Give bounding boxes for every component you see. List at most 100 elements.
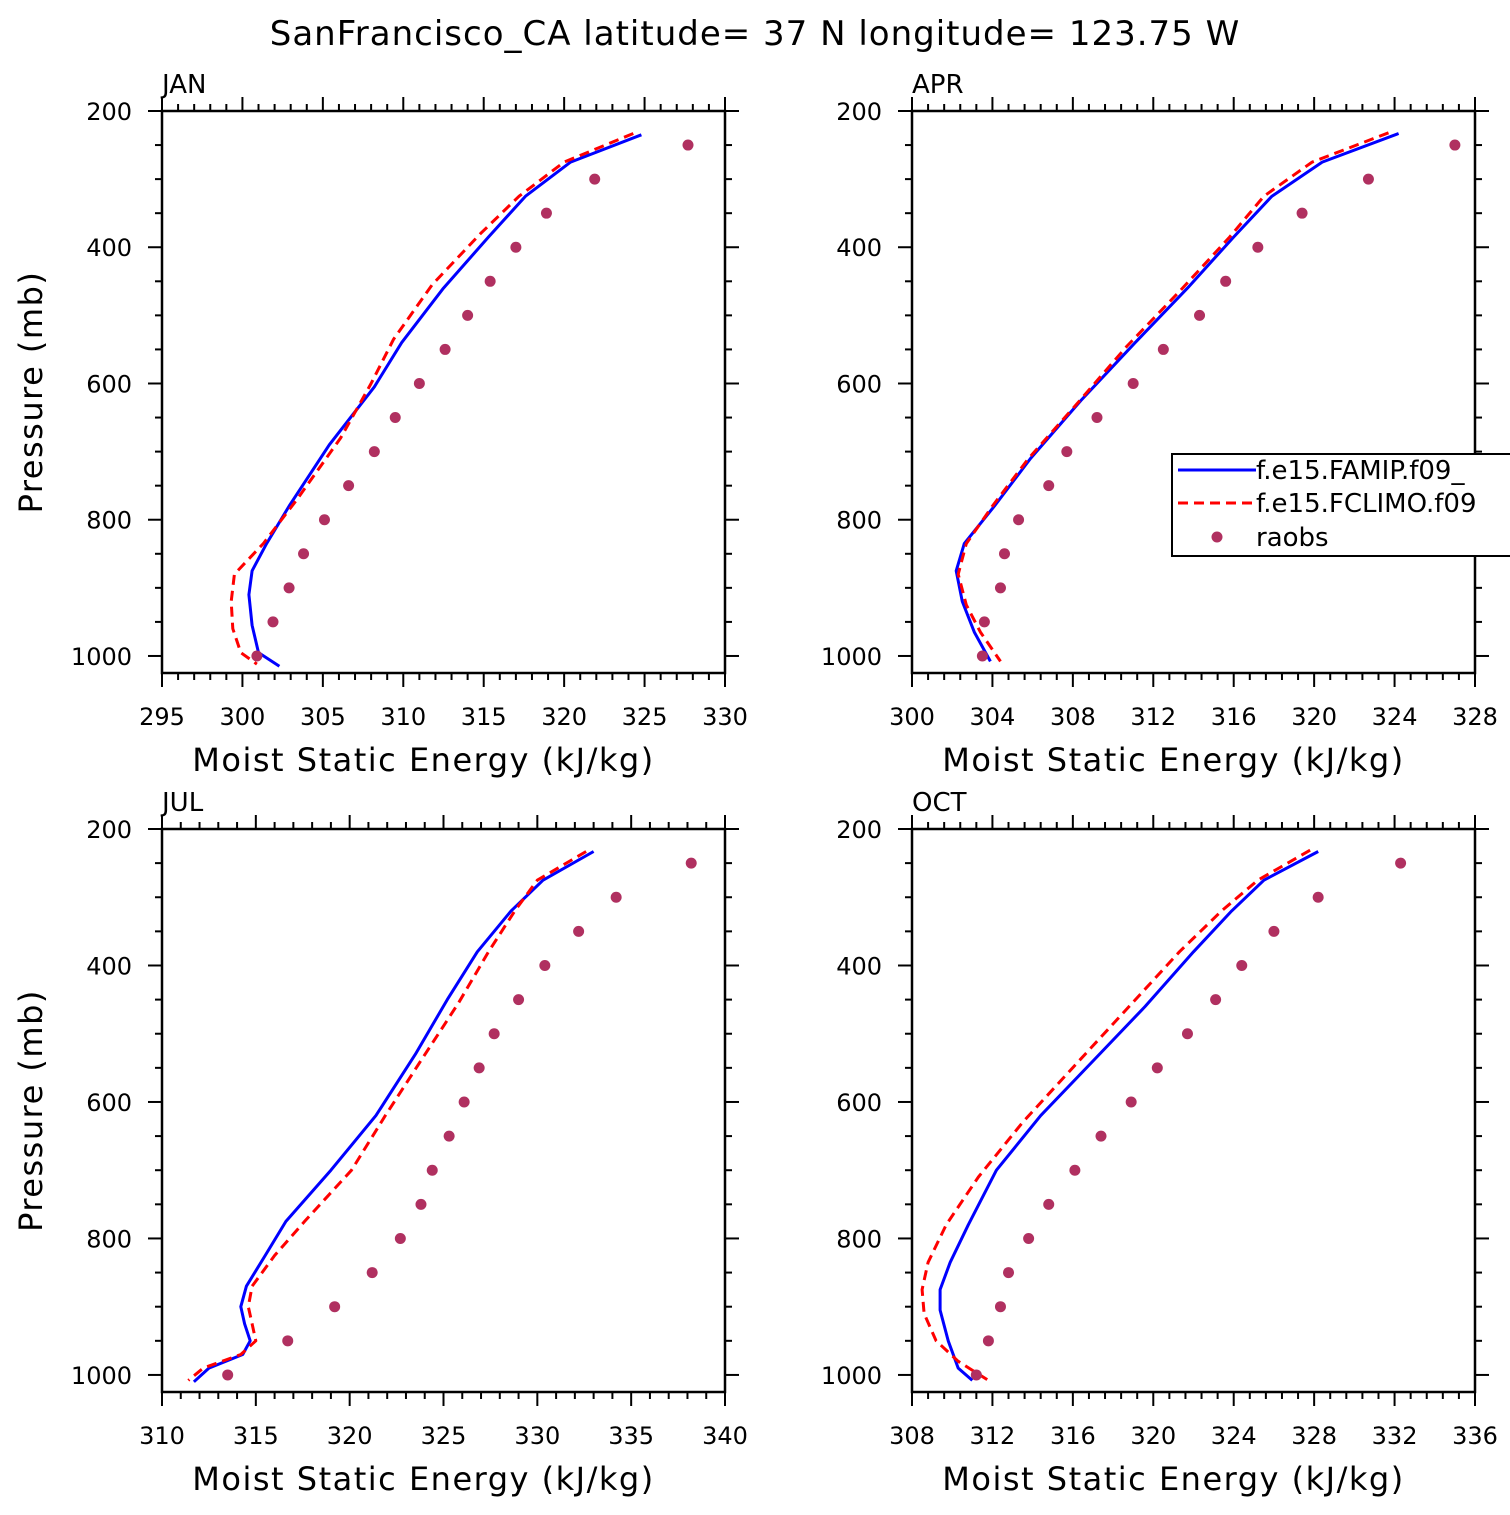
x-tick-label: 315	[233, 1422, 279, 1450]
series-line-fclimo	[229, 132, 634, 666]
series-line-famip	[954, 132, 1400, 663]
raobs-point	[1362, 173, 1374, 185]
raobs-point	[685, 857, 697, 869]
raobs-point	[998, 548, 1010, 560]
series-line-famip	[938, 850, 1319, 1382]
x-tick-label: 320	[327, 1422, 373, 1450]
raobs-point	[443, 1130, 455, 1142]
raobs-point	[970, 1369, 982, 1381]
raobs-point	[282, 1335, 294, 1347]
plot-frame	[910, 827, 1477, 1394]
raobs-point	[222, 1369, 234, 1381]
x-tick-label: 316	[1211, 703, 1257, 731]
y-tick-label: 400	[86, 234, 132, 262]
raobs-point	[368, 446, 380, 458]
x-axis-label: Moist Static Energy (kJ/kg)	[942, 741, 1404, 779]
panel-jan: 295 300 305 310 315 320 325 330 200 400 600 800 1000…	[12, 70, 748, 779]
raobs-point	[329, 1301, 341, 1313]
x-tick-label: 325	[421, 1422, 467, 1450]
raobs-point	[1061, 446, 1073, 458]
x-tick-label: 328	[1452, 703, 1498, 731]
x-tick-label: 310	[380, 703, 426, 731]
y-tick-label: 600	[86, 1089, 132, 1117]
raobs-point	[1023, 1232, 1035, 1244]
x-axis-label: Moist Static Energy (kJ/kg)	[192, 741, 654, 779]
raobs-point	[1268, 925, 1280, 937]
raobs-point	[994, 1301, 1006, 1313]
x-tick-label: 324	[1211, 1422, 1257, 1450]
raobs-point	[343, 480, 355, 492]
raobs-point	[389, 412, 401, 424]
x-tick-label: 325	[622, 703, 668, 731]
panels: 295 300 305 310 315 320 325 330 200 400 600 800 1000…	[12, 70, 1498, 1498]
x-axis-label: Moist Static Energy (kJ/kg)	[942, 1460, 1404, 1498]
raobs-point	[1181, 1028, 1193, 1040]
raobs-point	[976, 650, 988, 662]
raobs-point	[318, 514, 330, 526]
raobs-point	[415, 1198, 427, 1210]
raobs-point	[283, 582, 295, 594]
raobs-point	[1312, 891, 1324, 903]
x-tick-label: 308	[889, 1422, 935, 1450]
y-axis-label: Pressure (mb)	[12, 989, 50, 1232]
x-tick-label: 335	[608, 1422, 654, 1450]
x-tick-label: 330	[702, 703, 748, 731]
raobs-point	[994, 582, 1006, 594]
raobs-point	[426, 1164, 438, 1176]
x-tick-label: 308	[1050, 703, 1096, 731]
raobs-point	[539, 959, 551, 971]
y-tick-label: 600	[86, 370, 132, 398]
raobs-point	[1043, 1198, 1055, 1210]
x-tick-label: 340	[702, 1422, 748, 1450]
raobs-point	[1127, 377, 1139, 389]
raobs-point	[1151, 1062, 1163, 1074]
x-tick-label: 320	[541, 703, 587, 731]
y-tick-label: 800	[836, 1225, 882, 1253]
x-tick-label: 328	[1291, 1422, 1337, 1450]
raobs-point	[473, 1062, 485, 1074]
raobs-point	[1220, 275, 1232, 287]
raobs-point	[462, 309, 474, 321]
x-tick-label: 320	[1291, 703, 1337, 731]
x-tick-label: 316	[1050, 1422, 1096, 1450]
y-tick-label: 1000	[71, 643, 132, 671]
plot-frame	[910, 109, 1477, 675]
y-tick-label: 200	[836, 98, 882, 126]
panel-label: APR	[912, 70, 964, 100]
series-line-fclimo	[956, 131, 1390, 663]
plot-frame	[160, 109, 727, 675]
y-tick-label: 800	[836, 507, 882, 535]
y-tick-label: 400	[836, 952, 882, 980]
y-tick-label: 1000	[821, 1362, 882, 1390]
raobs-point	[1125, 1096, 1137, 1108]
legend: f.e15.FAMIP.f09_ f.e15.FCLIMO.f09 raobs	[1171, 453, 1510, 557]
raobs-point	[1395, 857, 1407, 869]
y-tick-label: 200	[86, 816, 132, 844]
x-tick-label: 312	[1130, 703, 1176, 731]
legend-swatch-raobs	[1211, 531, 1223, 543]
legend-label-fclimo: f.e15.FCLIMO.f09	[1256, 489, 1476, 519]
panel-label: JAN	[160, 70, 206, 100]
y-tick-label: 600	[836, 370, 882, 398]
panel-apr: 300 304 308 312 316 320 324 328 200 400 600 800 1000…	[821, 70, 1498, 779]
raobs-point	[394, 1232, 406, 1244]
raobs-point	[458, 1096, 470, 1108]
raobs-point	[540, 207, 552, 219]
panel-label: OCT	[912, 788, 967, 818]
x-tick-label: 315	[461, 703, 507, 731]
raobs-point	[488, 1028, 500, 1040]
raobs-point	[413, 377, 425, 389]
raobs-point	[1013, 514, 1025, 526]
x-tick-label: 336	[1452, 1422, 1498, 1450]
x-tick-label: 312	[970, 1422, 1016, 1450]
raobs-point	[1043, 480, 1055, 492]
raobs-point	[1210, 994, 1222, 1006]
x-tick-label: 300	[889, 703, 935, 731]
raobs-point	[298, 548, 310, 560]
legend-label-famip: f.e15.FAMIP.f09_	[1256, 456, 1465, 486]
x-tick-label: 304	[970, 703, 1016, 731]
raobs-point	[573, 925, 585, 937]
panel-label: JUL	[160, 788, 204, 818]
raobs-point	[1236, 959, 1248, 971]
